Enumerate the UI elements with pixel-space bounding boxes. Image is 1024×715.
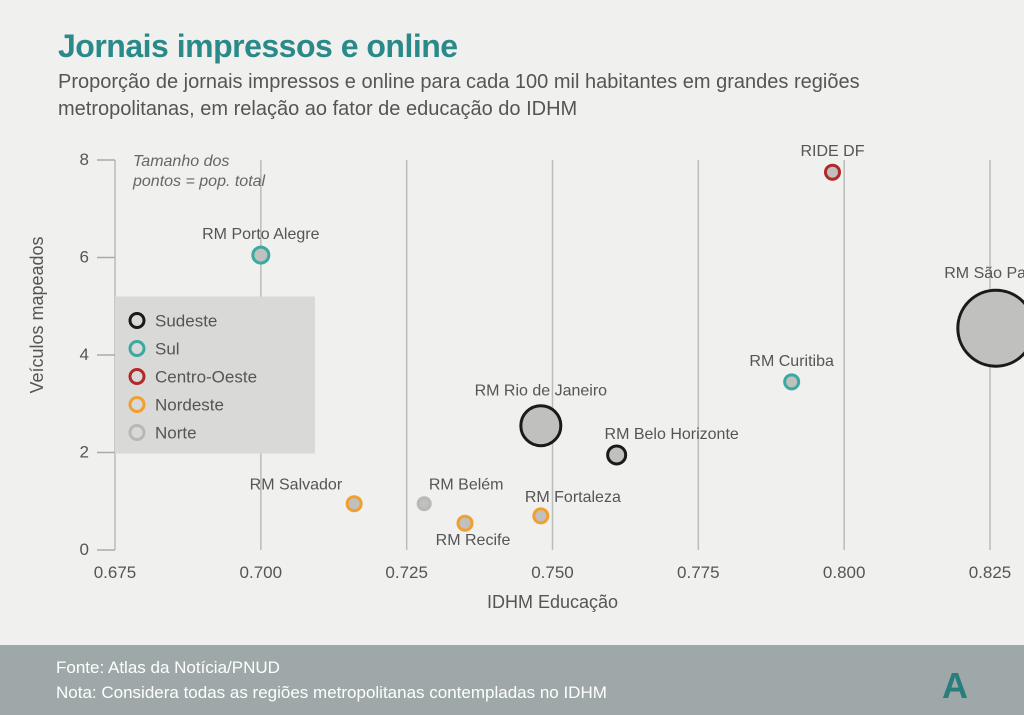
bubble-label: RIDE DF <box>801 143 865 160</box>
footer-bar: Fonte: Atlas da Notícia/PNUD Nota: Consi… <box>0 645 1024 715</box>
bubble-point <box>253 247 269 263</box>
bubble-label: RM Curitiba <box>749 353 834 370</box>
bubble-label: RM Rio de Janeiro <box>475 383 608 400</box>
bubble-point <box>347 497 361 511</box>
legend-item-label: Centro-Oeste <box>155 368 257 387</box>
x-tick-label: 0.800 <box>823 563 866 582</box>
y-tick-label: 2 <box>80 443 89 462</box>
legend-item-label: Sudeste <box>155 312 217 331</box>
x-axis-label: IDHM Educação <box>487 592 618 612</box>
bubble-point <box>534 509 548 523</box>
y-axis-label: Veículos mapeados <box>27 236 47 393</box>
bubble-label: RM Salvador <box>250 477 343 494</box>
chart-svg: 0.675 0.700 0.725 0.750 0.775 0.800 0.825 0 2 4 6 8… <box>0 140 1024 635</box>
y-tick-label: 6 <box>80 248 89 267</box>
bubble-point <box>785 375 799 389</box>
size-note: Tamanho dos <box>133 153 229 170</box>
bubble-point <box>458 516 472 530</box>
footer-text: Fonte: Atlas da Notícia/PNUD Nota: Consi… <box>56 656 607 705</box>
bubble-label: RM Belo Horizonte <box>605 426 739 443</box>
legend-item-label: Nordeste <box>155 396 224 415</box>
page-title: Jornais impressos e online <box>58 28 966 65</box>
x-tick-label: 0.825 <box>969 563 1012 582</box>
size-note: pontos = pop. total <box>132 173 266 190</box>
bubble-point <box>521 406 561 446</box>
bubble-label: RM Recife <box>436 532 511 549</box>
page-subtitle: Proporção de jornais impressos e online … <box>58 69 966 123</box>
bubble-label: RM São Paulo <box>944 265 1024 282</box>
bubble-point <box>608 446 626 464</box>
bubble-label: RM Fortaleza <box>525 489 621 506</box>
legend-item-label: Norte <box>155 424 197 443</box>
y-tick-label: 4 <box>80 345 89 364</box>
bubble-point <box>958 290 1024 366</box>
y-tick-label: 0 <box>80 540 89 559</box>
footer-logo: A <box>942 665 968 707</box>
bubble-point <box>826 165 840 179</box>
header: Jornais impressos e online Proporção de … <box>0 0 1024 123</box>
x-tick-label: 0.750 <box>531 563 574 582</box>
footer-nota: Nota: Considera todas as regiões metropo… <box>56 681 607 706</box>
x-tick-label: 0.700 <box>240 563 283 582</box>
bubble-label: RM Porto Alegre <box>202 226 319 243</box>
x-tick-label: 0.775 <box>677 563 720 582</box>
legend-item-label: Sul <box>155 340 180 359</box>
footer-fonte: Fonte: Atlas da Notícia/PNUD <box>56 656 607 681</box>
x-tick-label: 0.675 <box>94 563 137 582</box>
scatter-chart: 0.675 0.700 0.725 0.750 0.775 0.800 0.825 0 2 4 6 8… <box>0 140 1024 635</box>
y-tick-label: 8 <box>80 150 89 169</box>
x-tick-label: 0.725 <box>385 563 428 582</box>
bubble-label: RM Belém <box>429 477 504 494</box>
bubble-point <box>418 498 430 510</box>
